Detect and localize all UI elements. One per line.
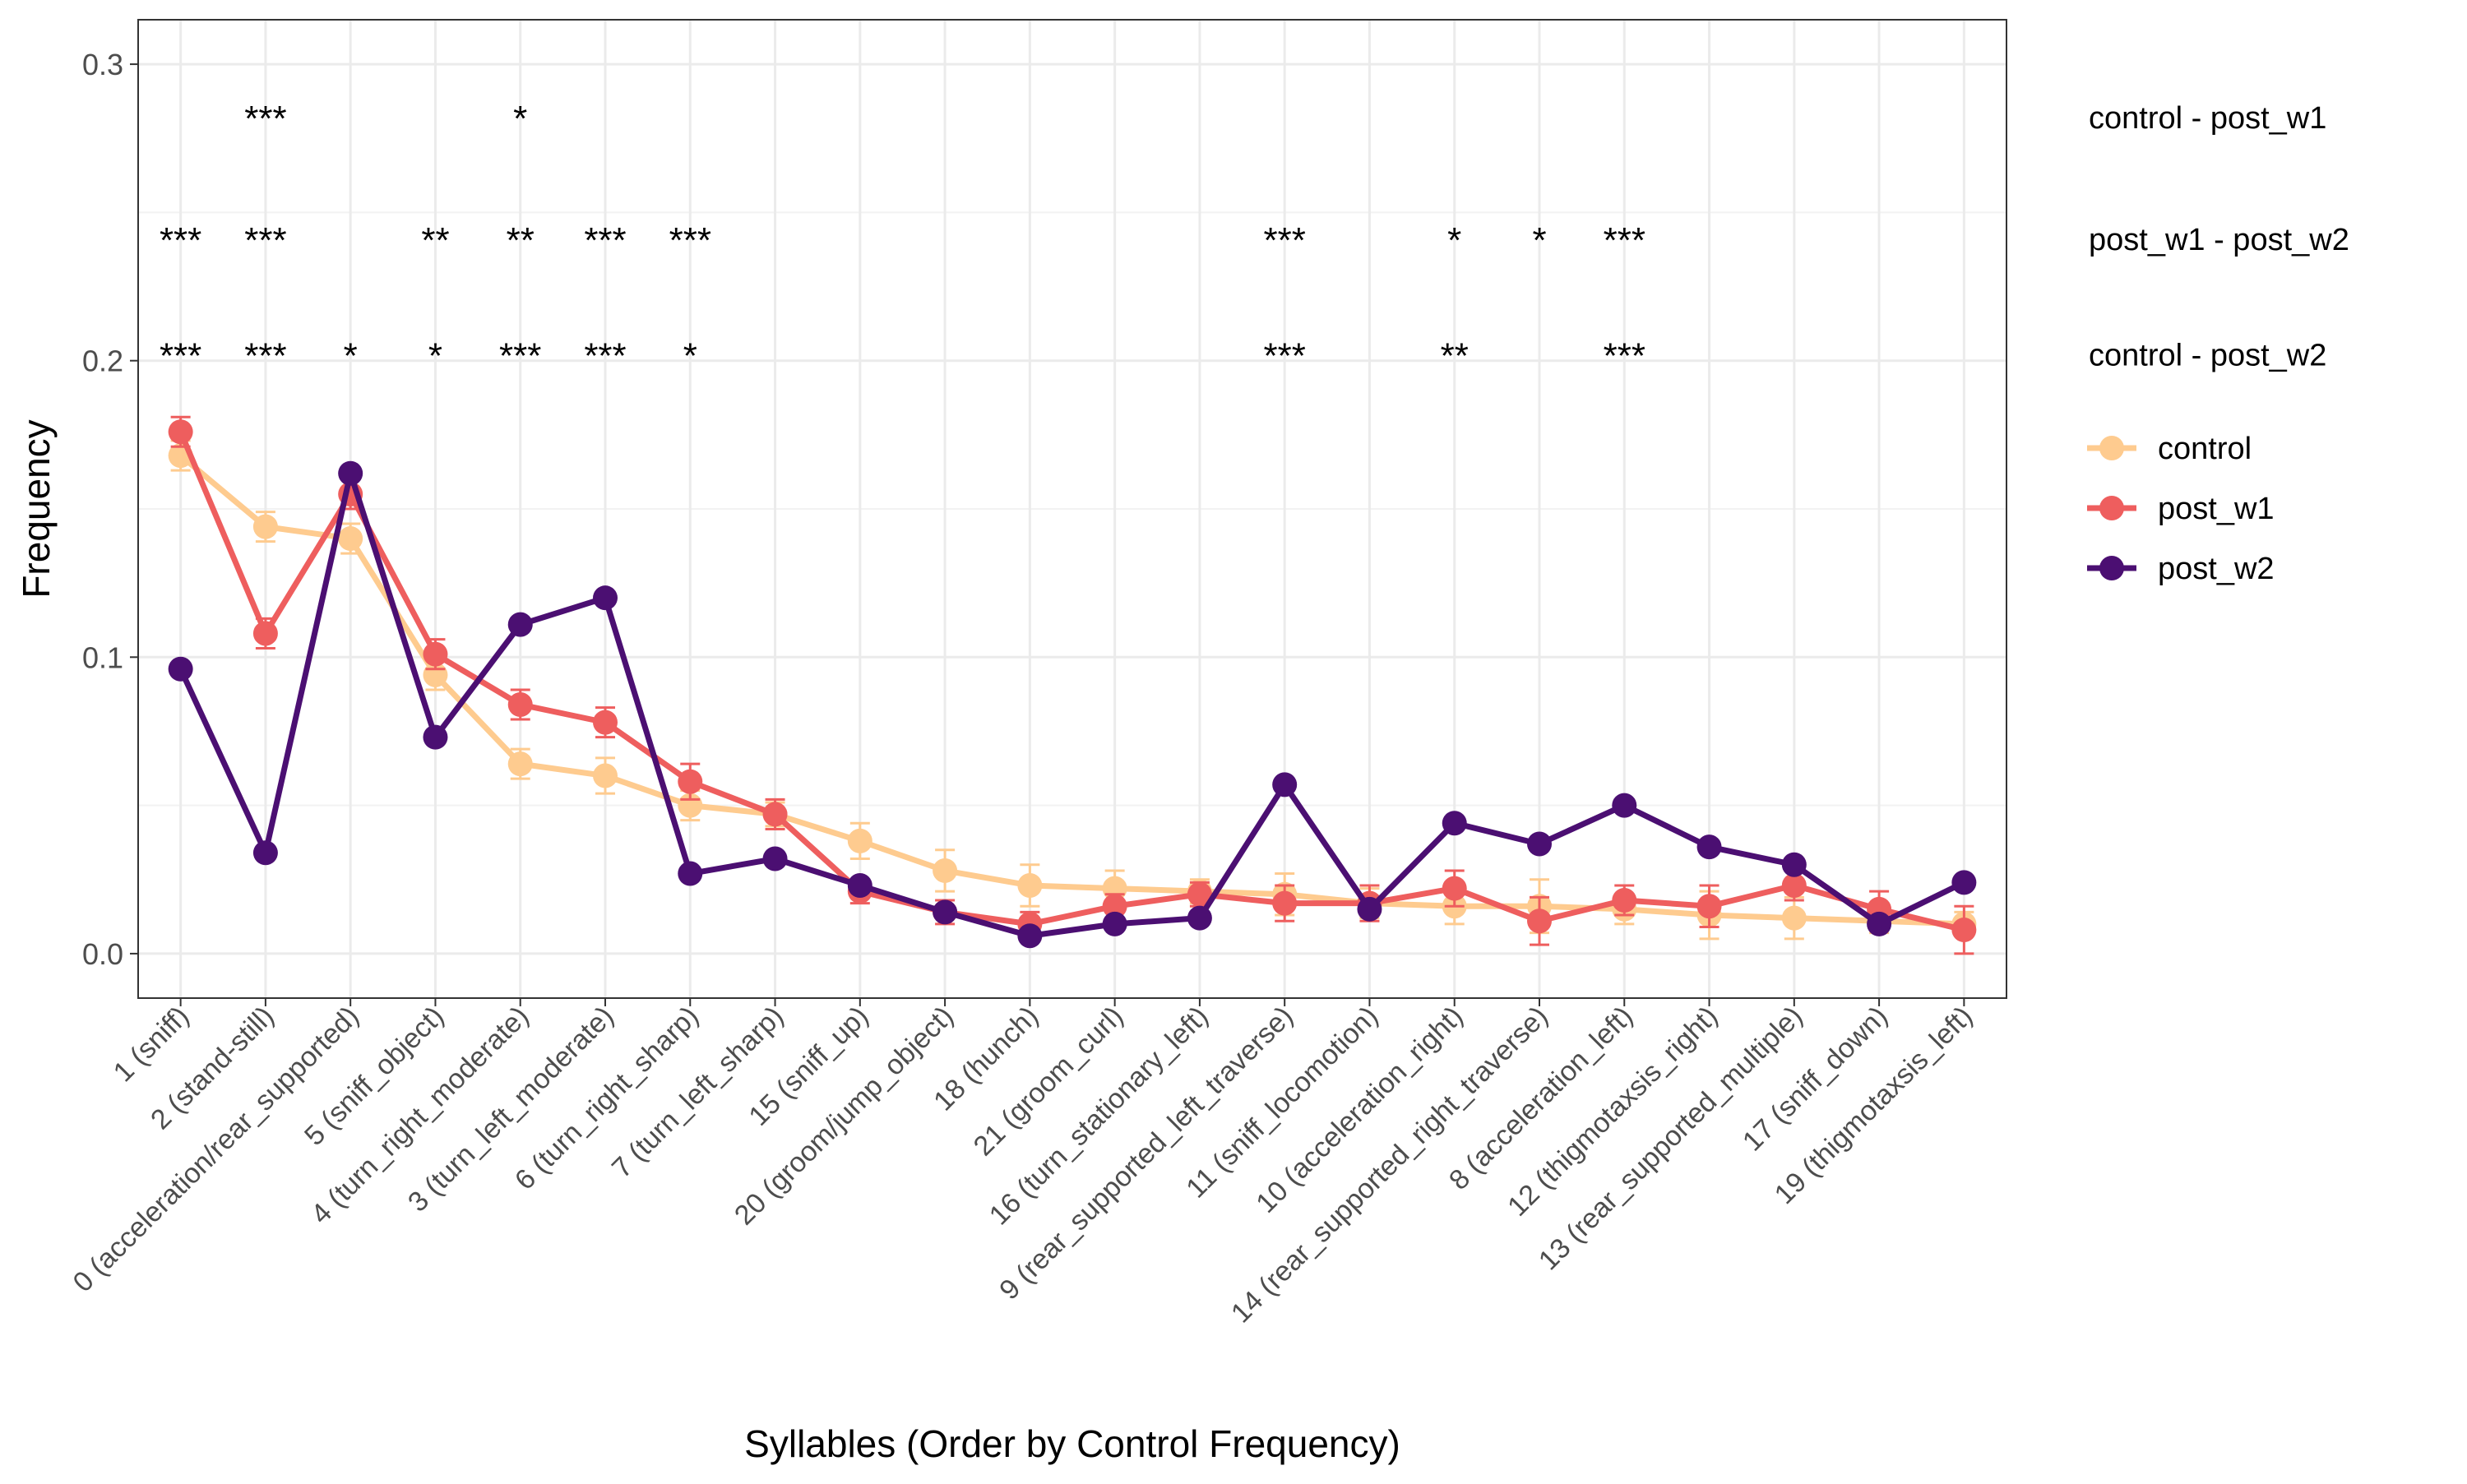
data-point-post_w2	[423, 724, 448, 750]
data-point-post_w1	[1612, 888, 1637, 913]
significance-layer: *** **** *** ** ** *** *** *** * * ****** *** * * *** *…	[160, 99, 1645, 376]
data-point-post_w2	[762, 846, 788, 871]
significance-mark: *	[344, 335, 358, 376]
significance-row-label: control - post_w1	[2089, 101, 2326, 136]
data-point-control	[1781, 905, 1807, 931]
data-point-post_w2	[1102, 911, 1127, 936]
significance-mark: ***	[584, 220, 626, 261]
data-point-control	[1017, 872, 1043, 898]
data-point-post_w1	[1781, 872, 1807, 898]
significance-mark: ***	[244, 99, 286, 139]
significance-mark: ***	[499, 335, 541, 376]
data-point-post_w2	[933, 899, 958, 925]
significance-mark: ***	[244, 335, 286, 376]
data-point-post_w1	[507, 692, 533, 717]
data-point-post_w1	[1187, 881, 1212, 907]
data-point-post_w2	[252, 840, 278, 866]
legend-label-post_w2: post_w2	[2158, 552, 2275, 586]
data-point-post_w1	[168, 419, 193, 445]
series-layer	[168, 415, 1977, 955]
data-point-post_w2	[1527, 831, 1552, 857]
data-point-control	[338, 526, 363, 552]
significance-mark: ***	[669, 220, 711, 261]
data-point-control	[593, 763, 618, 788]
data-point-post_w2	[1951, 870, 1977, 895]
series-line-post_w2	[178, 470, 1965, 939]
significance-mark: ***	[244, 220, 286, 261]
significance-mark: *	[1447, 220, 1461, 261]
data-point-post_w2	[678, 861, 703, 886]
data-point-post_w1	[252, 621, 278, 646]
data-point-post_w1	[1102, 894, 1127, 919]
data-point-control	[252, 514, 278, 539]
data-point-post_w1	[1696, 894, 1722, 919]
data-point-post_w2	[593, 585, 618, 611]
data-point-post_w2	[1696, 834, 1722, 860]
data-point-post_w2	[168, 656, 193, 682]
y-tick-label: 0.1	[82, 640, 123, 674]
legend-label-control: control	[2158, 432, 2252, 466]
legend-label-post_w1: post_w1	[2158, 492, 2275, 526]
significance-mark: ***	[160, 335, 201, 376]
data-point-post_w1	[1442, 876, 1467, 901]
significance-row-label: post_w1 - post_w2	[2089, 223, 2349, 257]
data-point-post_w2	[1017, 923, 1043, 949]
series-line-control	[178, 453, 1965, 927]
legend-key-point-post_w2	[2099, 556, 2124, 580]
significance-mark: *	[513, 99, 527, 139]
data-point-post_w2	[847, 872, 872, 898]
series-post_w2	[168, 460, 1977, 949]
data-point-control	[847, 828, 872, 853]
significance-mark: ***	[584, 335, 626, 376]
data-point-post_w2	[1612, 793, 1637, 818]
data-point-post_w2	[1867, 911, 1892, 936]
data-point-post_w1	[1951, 918, 1977, 943]
significance-mark: *	[1532, 220, 1546, 261]
data-point-post_w1	[593, 710, 618, 735]
data-point-post_w2	[1357, 896, 1382, 922]
data-point-post_w2	[1272, 772, 1298, 797]
data-point-post_w1	[762, 802, 788, 827]
data-point-post_w1	[423, 641, 448, 667]
significance-mark: **	[507, 220, 535, 261]
legend-key-point-post_w1	[2099, 496, 2124, 520]
y-axis-title: Frequency	[15, 419, 58, 598]
significance-mark: **	[1441, 335, 1469, 376]
significance-row-label: control - post_w2	[2089, 338, 2326, 372]
y-tick-label: 0.3	[82, 48, 123, 81]
significance-mark: *	[683, 335, 697, 376]
data-point-post_w1	[1272, 890, 1298, 916]
significance-mark: ***	[1604, 220, 1645, 261]
significance-mark: ***	[1263, 335, 1305, 376]
plot-panel-border	[137, 19, 2007, 999]
y-tick-label: 0.0	[82, 937, 123, 971]
data-point-post_w2	[1442, 811, 1467, 836]
data-point-post_w2	[1781, 852, 1807, 877]
x-axis-title: Syllables (Order by Control Frequency)	[744, 1422, 1400, 1465]
data-point-control	[507, 751, 533, 777]
significance-mark: ***	[160, 220, 201, 261]
legend: control - post_w1 post_w1 - post_w2contro…	[2087, 101, 2349, 586]
data-point-post_w2	[1187, 905, 1212, 931]
data-point-post_w1	[678, 769, 703, 794]
data-point-control	[933, 858, 958, 883]
legend-key-point-control	[2099, 436, 2124, 460]
data-point-post_w1	[1527, 908, 1552, 934]
data-point-post_w2	[507, 612, 533, 637]
significance-mark: *	[428, 335, 442, 376]
data-point-post_w2	[338, 460, 363, 486]
significance-mark: ***	[1604, 335, 1645, 376]
y-tick-label: 0.2	[82, 344, 123, 378]
significance-mark: ***	[1263, 220, 1305, 261]
significance-mark: **	[421, 220, 449, 261]
